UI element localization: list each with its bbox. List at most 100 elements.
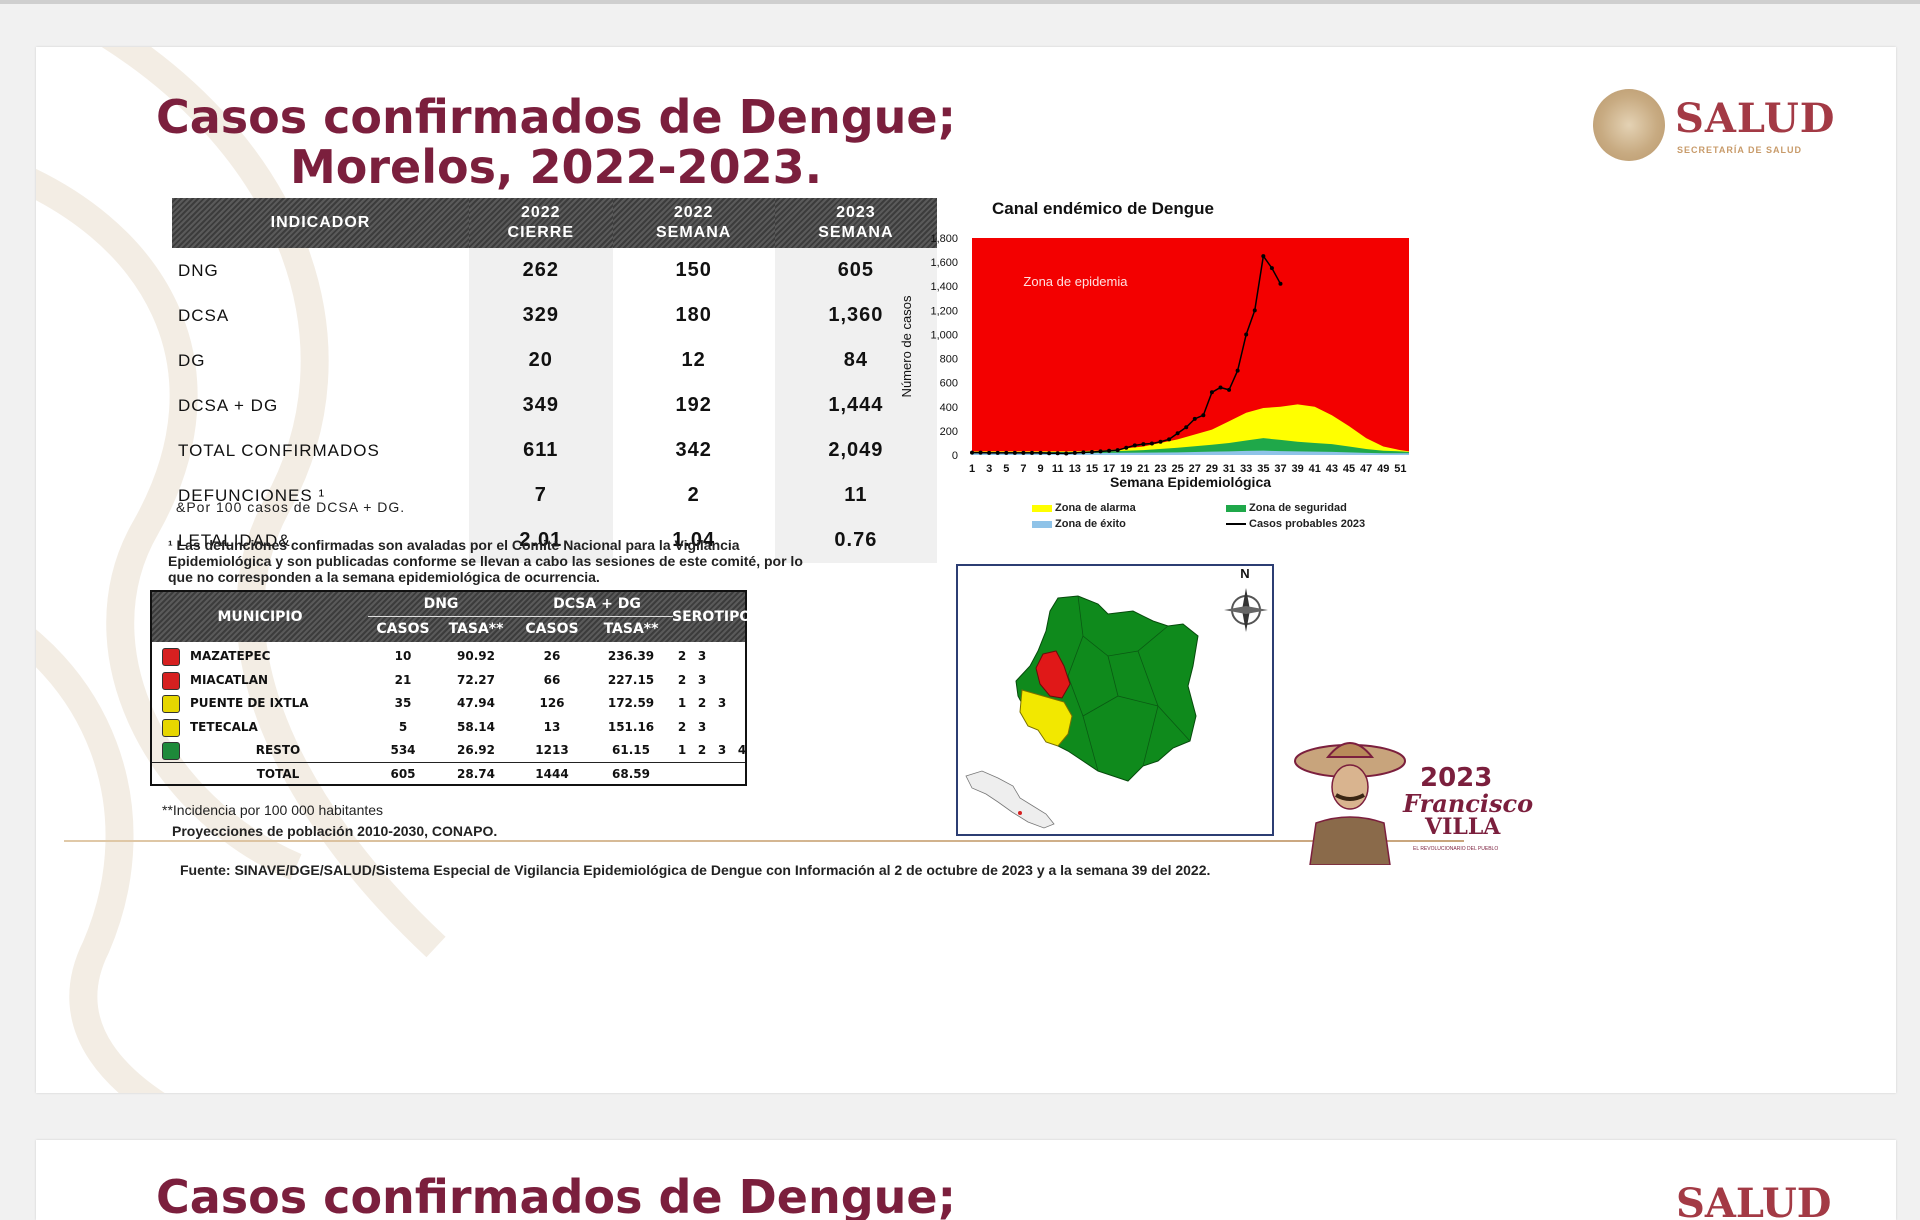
- value-2023-semana: 11: [774, 473, 937, 518]
- y-axis-label: Número de casos: [899, 295, 914, 397]
- zone-exito: [972, 450, 1409, 455]
- series-point: [1081, 450, 1086, 455]
- value-2022-semana: 342: [675, 439, 712, 461]
- municipality-total-row: TOTAL 605 28.74 1444 68.59: [152, 762, 745, 786]
- series-point: [1012, 450, 1017, 455]
- cell-dcsa-casos: 66: [543, 672, 561, 687]
- indicator-label: TOTAL CONFIRMADOS: [178, 440, 380, 460]
- series-point: [1021, 450, 1026, 455]
- morelos-map: N: [956, 564, 1274, 836]
- chart-title: Canal endémico de Dengue: [992, 199, 1214, 218]
- cell-dcsa-casos: 26: [543, 649, 561, 663]
- indicator-row: DG 20 12 84: [172, 338, 937, 383]
- legend-label-exito: Zona de éxito: [1055, 518, 1126, 530]
- cell-dng-tasa: 90.92: [457, 649, 495, 663]
- cell-dcsa-casos: 1444: [535, 767, 569, 781]
- cell-dcsa-tasa: 172.59: [607, 696, 655, 711]
- header-c1-label: CIERRE: [507, 224, 574, 241]
- epidemic-zone-label: Zona de epidemia: [1023, 274, 1128, 289]
- header-2022-semana: 2022 SEMANA: [612, 198, 775, 248]
- header-serotipo: SEROTIPO: [672, 609, 752, 625]
- endemic-channel-chart: Zona de epidemia 0 200 400 600 800 1,000 1,200 1…: [899, 233, 1409, 490]
- header-c3-year: 2023: [836, 204, 876, 221]
- serotype-value: 1: [677, 743, 687, 758]
- x-tick-label: 21: [1137, 463, 1149, 475]
- portrait-illustration: [1294, 742, 1406, 865]
- series-point: [1115, 448, 1120, 453]
- series-point: [1252, 308, 1257, 313]
- cell-dcsa-tasa: 227.15: [607, 672, 655, 687]
- x-tick-label: 3: [986, 463, 992, 475]
- indicator-row: DNG 262 150 605: [172, 248, 937, 293]
- compass-icon: [1224, 588, 1268, 632]
- cell-dng-casos: 605: [390, 767, 416, 781]
- next-slide-logo: SALUD: [1676, 1180, 1832, 1220]
- legend-label-alarma: Zona de alarma: [1055, 502, 1136, 514]
- map-inset-marker: [1018, 811, 1022, 815]
- series-point: [1269, 266, 1274, 271]
- series-point: [1098, 449, 1103, 454]
- series-point: [1149, 441, 1154, 446]
- value-2022-semana: 12: [681, 349, 706, 371]
- header-dcsa-casos: CASOS: [525, 621, 579, 637]
- footnote-projection: Proyecciones de población 2010-2030, CON…: [172, 823, 498, 839]
- header-dng-casos: CASOS: [376, 621, 430, 637]
- serotype-value: 2: [697, 743, 707, 758]
- serotype-value: 3: [697, 719, 707, 734]
- serotype-value: 3: [697, 649, 707, 663]
- serotype-value: 1: [677, 696, 687, 711]
- background-pattern: [36, 47, 446, 1093]
- indicator-row: DCSA + DG 349 192 1,444: [172, 383, 937, 428]
- x-tick-label: 51: [1394, 463, 1406, 475]
- x-tick-label: 13: [1069, 463, 1081, 475]
- national-seal-icon: [1593, 89, 1665, 161]
- cell-dng-casos: 5: [398, 719, 408, 734]
- badge-name-last: VILLA: [1425, 814, 1501, 840]
- legend-casos: Casos probables 2023: [1226, 518, 1365, 530]
- municipality-row: RESTO 534 26.92 1213 61.15 1 2 3 4: [152, 738, 746, 762]
- series-point: [978, 450, 983, 455]
- series-point: [1132, 443, 1137, 448]
- x-tick-label: 7: [1020, 463, 1026, 475]
- y-tick-label: 1,600: [930, 257, 958, 269]
- y-tick-label: 400: [940, 402, 958, 414]
- legend-label-seguridad: Zona de seguridad: [1249, 502, 1347, 514]
- indicator-row: DCSA 329 180 1,360: [172, 293, 937, 338]
- note-deaths: ¹ Las defunciones confirmadas son avalad…: [168, 537, 803, 585]
- note-per-100: &Por 100 casos de DCSA + DG.: [176, 499, 406, 515]
- series-point: [1107, 448, 1112, 453]
- legend-swatch-seguridad: [1226, 504, 1246, 512]
- map-yellow-region: [1019, 689, 1073, 747]
- serotype-value: 2: [677, 649, 687, 663]
- y-tick-label: 1,800: [930, 233, 958, 245]
- series-point: [1218, 385, 1223, 390]
- series-point: [1055, 451, 1060, 456]
- logo-word: SALUD: [1675, 95, 1836, 142]
- legend-swatch-exito: [1032, 520, 1052, 528]
- serotype-value: 2: [697, 696, 707, 711]
- x-tick-label: 11: [1052, 463, 1064, 475]
- risk-color-swatch: [162, 695, 180, 714]
- page-title: Casos confirmados de Dengue; Morelos, 20…: [126, 92, 986, 192]
- serotype-value: 4: [737, 743, 747, 758]
- municipality-row: MIACATLAN 21 72.27 66 227.15 2 3: [152, 668, 745, 692]
- legend-swatch-alarma: [1032, 504, 1052, 512]
- municipality-name: TETECALA: [190, 719, 258, 734]
- map-mexico-inset: [965, 770, 1055, 829]
- municipality-name: MIACATLAN: [190, 672, 269, 687]
- indicator-label: DCSA + DG: [178, 395, 279, 415]
- series-point: [1261, 254, 1266, 259]
- morelos-map-drawing: N: [965, 566, 1268, 829]
- municipality-table: MUNICIPIO DNG DCSA + DG CASOS TASA** CAS…: [150, 590, 752, 786]
- x-tick-label: 5: [1003, 463, 1009, 475]
- municipality-table-header: MUNICIPIO DNG DCSA + DG CASOS TASA** CAS…: [152, 592, 752, 642]
- series-point: [1141, 442, 1146, 447]
- x-tick-label: 47: [1360, 463, 1372, 475]
- x-tick-label: 1: [969, 463, 975, 475]
- header-dng-tasa: TASA**: [448, 621, 504, 637]
- cell-dng-casos: 10: [394, 649, 412, 663]
- value-2022-cierre: 329: [469, 293, 613, 338]
- x-tick-label: 45: [1343, 463, 1355, 475]
- badge-tagline: EL REVOLUCIONARIO DEL PUEBLO: [1413, 846, 1499, 852]
- header-dcsa-tasa: TASA**: [603, 621, 659, 637]
